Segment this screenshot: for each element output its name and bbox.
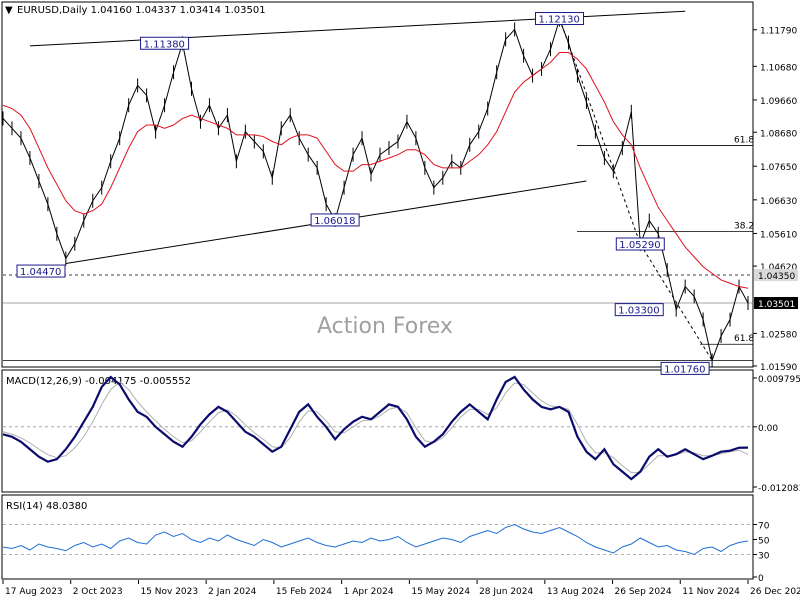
price-tag-label: 1.04350	[758, 272, 795, 282]
x-axis-label: 13 Aug 2024	[547, 587, 605, 597]
price-callout-label: 1.01760	[664, 364, 705, 375]
zigzag-line	[559, 18, 713, 361]
price-callout-label: 1.04470	[20, 267, 61, 278]
price-axis-label: 1.04620	[760, 263, 797, 273]
x-axis-label: 17 Aug 2023	[5, 587, 63, 597]
rsi-axis-label: 0	[758, 574, 764, 584]
rsi-title: RSI(14) 48.0380	[6, 501, 87, 512]
price-callout-box	[310, 213, 360, 227]
price-callout-box	[16, 264, 66, 278]
x-axis-label: 15 May 2024	[411, 587, 470, 597]
watermark: Action Forex	[317, 314, 453, 339]
price-axis-label: 1.05610	[760, 230, 797, 240]
price-callout-box	[140, 36, 190, 50]
rsi-panel-frame	[1, 494, 754, 580]
chart-title-icon[interactable]: ▼	[5, 5, 13, 16]
price-callout-label: 1.05290	[619, 240, 660, 251]
price-axis-label: 1.08680	[760, 129, 797, 139]
price-callout-label: 1.06018	[314, 216, 355, 227]
macd-axis-label: 0.00	[758, 424, 778, 434]
moving-average-line	[2, 51, 749, 289]
macd-axis-label: 0.009795	[758, 375, 800, 385]
price-axis-label: 1.10680	[760, 63, 797, 73]
price-callout-box	[615, 237, 665, 251]
x-axis-label: 11 Nov 2024	[682, 587, 740, 597]
dynamic-layer: 1.11790 1.10680 1.09660 1.08680 1.07650 1.066…	[2, 10, 800, 597]
x-axis-label: 2 Jan 2024	[208, 587, 256, 597]
fib-label: 38.2	[734, 221, 754, 231]
macd-main-line	[2, 375, 749, 481]
price-tag-label: 1.03501	[758, 300, 795, 310]
price-axis-label: 1.07650	[760, 163, 797, 173]
price-axis-label: 1.01590	[760, 363, 797, 373]
fib-label: 61.8	[734, 135, 754, 145]
price-panel-frame	[1, 1, 754, 368]
price-axis-label: 1.09660	[760, 97, 797, 107]
x-axis-label: 15 Feb 2024	[276, 587, 332, 597]
x-axis-label: 26 Dec 2024	[750, 587, 800, 597]
x-axis-label: 2 Oct 2023	[73, 587, 123, 597]
price-axis-label: 1.06630	[760, 197, 797, 207]
price-callout-label: 1.12130	[539, 15, 580, 26]
fib-label: 61.8	[734, 334, 754, 344]
price-axis-label: 1.02580	[760, 330, 797, 340]
x-axis-label: 1 Apr 2024	[344, 587, 394, 597]
price-callout-label: 1.03300	[618, 306, 659, 317]
price-tag-box	[754, 297, 798, 309]
macd-panel-frame	[1, 369, 754, 493]
price-callout-label: 1.11380	[144, 39, 185, 50]
x-axis-label: 15 Nov 2023	[140, 587, 198, 597]
rsi-axis-label: 50	[758, 537, 770, 547]
macd-axis-label: -0.012081	[758, 484, 800, 494]
price-axis-label: 1.11790	[760, 27, 797, 37]
price-series-line	[2, 17, 749, 363]
x-axis-label: 28 Jun 2024	[479, 587, 533, 597]
price-tag-box	[754, 269, 798, 282]
price-callout-box	[660, 361, 710, 375]
price-callout-box	[535, 12, 585, 26]
macd-signal-line	[2, 381, 749, 474]
rsi-axis-label: 70	[758, 522, 770, 532]
macd-title: MACD(12,26,9) -0.004175 -0.005552	[6, 376, 191, 387]
x-axis-label: 26 Sep 2024	[615, 587, 672, 597]
rsi-line	[2, 523, 749, 556]
rsi-axis-label: 30	[758, 552, 770, 562]
chart-title: EURUSD,Daily 1.04160 1.04337 1.03414 1.0…	[17, 5, 266, 16]
trendline	[29, 10, 686, 47]
price-callout-box	[614, 303, 664, 317]
